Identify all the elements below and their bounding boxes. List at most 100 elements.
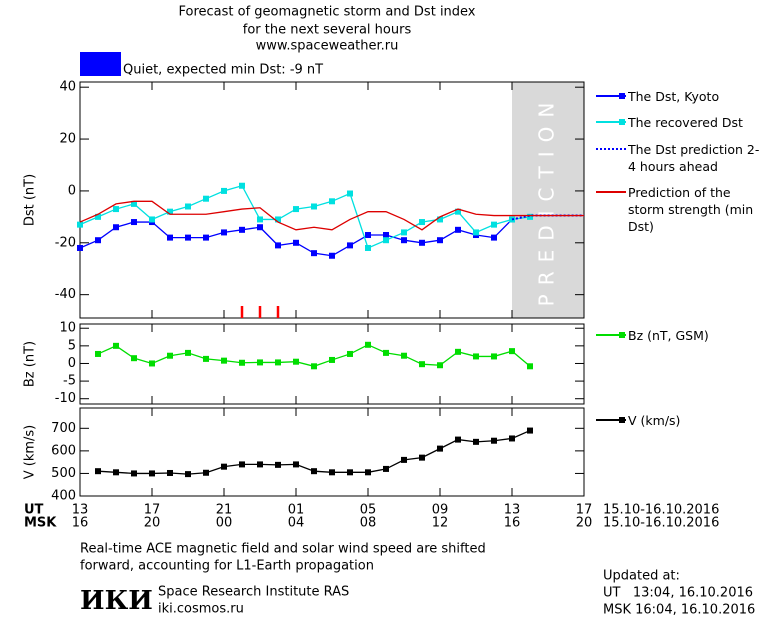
legend-marker bbox=[619, 119, 625, 125]
legend-label: The Dst prediction 2-4 hours ahead bbox=[628, 142, 760, 174]
data-point bbox=[167, 352, 173, 359]
data-point bbox=[257, 224, 263, 231]
date-range: 15.10-16.10.2016 bbox=[603, 516, 719, 531]
y-axis-label: Dst (nT) bbox=[23, 174, 38, 226]
x-tick-label: 05 bbox=[360, 503, 377, 518]
institute: Space Research Institute RAS bbox=[158, 585, 349, 600]
x-tick-label-msk: 04 bbox=[288, 516, 305, 531]
data-point bbox=[347, 242, 353, 249]
data-point bbox=[455, 226, 461, 233]
legend-label-box: The recovered Dst bbox=[628, 115, 743, 130]
note: Real-time ACE magnetic field and solar w… bbox=[80, 542, 486, 557]
data-point bbox=[455, 208, 461, 215]
data-point bbox=[77, 244, 83, 251]
updated: MSK 16:04, 16.10.2016 bbox=[603, 603, 755, 618]
data-point bbox=[329, 198, 335, 205]
data-point bbox=[275, 461, 281, 468]
data-point bbox=[329, 469, 335, 476]
data-point bbox=[437, 445, 443, 452]
x-tick-label-msk: 16 bbox=[504, 516, 521, 531]
data-point bbox=[437, 216, 443, 223]
data-point bbox=[401, 352, 407, 359]
y-tick-label: 400 bbox=[51, 489, 76, 504]
data-point bbox=[401, 237, 407, 244]
data-point bbox=[311, 363, 317, 370]
data-point bbox=[455, 436, 461, 443]
x-tick-label-msk: 20 bbox=[144, 516, 161, 531]
data-point bbox=[149, 470, 155, 477]
logo: ИКИ bbox=[80, 586, 153, 616]
x-tick-label-msk: 08 bbox=[360, 516, 377, 531]
data-point bbox=[239, 461, 245, 468]
quiet-label: Quiet, expected min Dst: -9 nT bbox=[123, 63, 323, 78]
data-point bbox=[347, 469, 353, 476]
data-point bbox=[383, 237, 389, 244]
data-point bbox=[257, 461, 263, 468]
x-tick-label: 17 bbox=[576, 503, 593, 518]
data-point bbox=[203, 234, 209, 241]
legend-label-box: V (km/s) bbox=[628, 413, 681, 428]
data-point bbox=[275, 359, 281, 366]
data-point bbox=[149, 360, 155, 367]
legend-label: V (km/s) bbox=[628, 413, 681, 428]
data-point bbox=[167, 208, 173, 215]
data-point bbox=[221, 229, 227, 236]
data-point bbox=[221, 463, 227, 470]
y-tick-label: 500 bbox=[51, 466, 76, 481]
data-point bbox=[221, 187, 227, 194]
y-tick-label: 40 bbox=[59, 80, 76, 95]
data-point bbox=[185, 349, 191, 356]
data-point bbox=[149, 216, 155, 223]
updated: Updated at: bbox=[603, 569, 680, 584]
data-point bbox=[113, 342, 119, 349]
x-tick-label-msk: 16 bbox=[72, 516, 89, 531]
data-point bbox=[473, 229, 479, 236]
title-line: for the next several hours bbox=[243, 23, 412, 38]
y-tick-label: -5 bbox=[63, 374, 76, 389]
data-point bbox=[383, 465, 389, 472]
data-point bbox=[203, 355, 209, 362]
data-point bbox=[419, 239, 425, 246]
series-line bbox=[97, 429, 531, 475]
date-range: 15.10-16.10.2016 bbox=[603, 503, 719, 518]
data-point bbox=[329, 252, 335, 259]
data-point bbox=[113, 206, 119, 213]
data-point bbox=[203, 469, 209, 476]
data-point bbox=[437, 237, 443, 244]
data-point bbox=[491, 234, 497, 241]
legend-label-box: Bz (nT, GSM) bbox=[628, 328, 709, 343]
data-point bbox=[527, 427, 533, 434]
data-point bbox=[491, 221, 497, 228]
note: forward, accounting for L1-Earth propaga… bbox=[80, 559, 374, 574]
data-point bbox=[239, 182, 245, 189]
data-point bbox=[491, 353, 497, 360]
data-point bbox=[455, 348, 461, 355]
data-point bbox=[311, 250, 317, 257]
data-point bbox=[275, 242, 281, 249]
series-line bbox=[79, 218, 513, 257]
data-point bbox=[167, 469, 173, 476]
data-point bbox=[113, 469, 119, 476]
data-point bbox=[257, 216, 263, 223]
data-point bbox=[131, 219, 137, 226]
data-point bbox=[77, 221, 83, 228]
data-point bbox=[131, 355, 137, 362]
title-line: Forecast of geomagnetic storm and Dst in… bbox=[178, 5, 475, 20]
legend-label-box: Prediction of the storm strength (min Ds… bbox=[628, 185, 753, 234]
data-point bbox=[401, 229, 407, 236]
data-point bbox=[185, 203, 191, 210]
x-tick-label-msk: 00 bbox=[216, 516, 233, 531]
x-tick-label: 13 bbox=[72, 503, 89, 518]
data-point bbox=[95, 468, 101, 475]
title-line: www.spaceweather.ru bbox=[256, 39, 399, 54]
data-point bbox=[113, 224, 119, 231]
plot-frame bbox=[79, 323, 585, 405]
x-tick-label-msk: 12 bbox=[432, 516, 449, 531]
data-point bbox=[257, 359, 263, 366]
y-tick-label: 10 bbox=[59, 321, 76, 336]
prediction-zone bbox=[512, 82, 584, 318]
data-point bbox=[491, 437, 497, 444]
data-point bbox=[275, 216, 281, 223]
x-tick-label-msk: 20 bbox=[576, 516, 593, 531]
x-axis-label: UT bbox=[24, 503, 44, 518]
